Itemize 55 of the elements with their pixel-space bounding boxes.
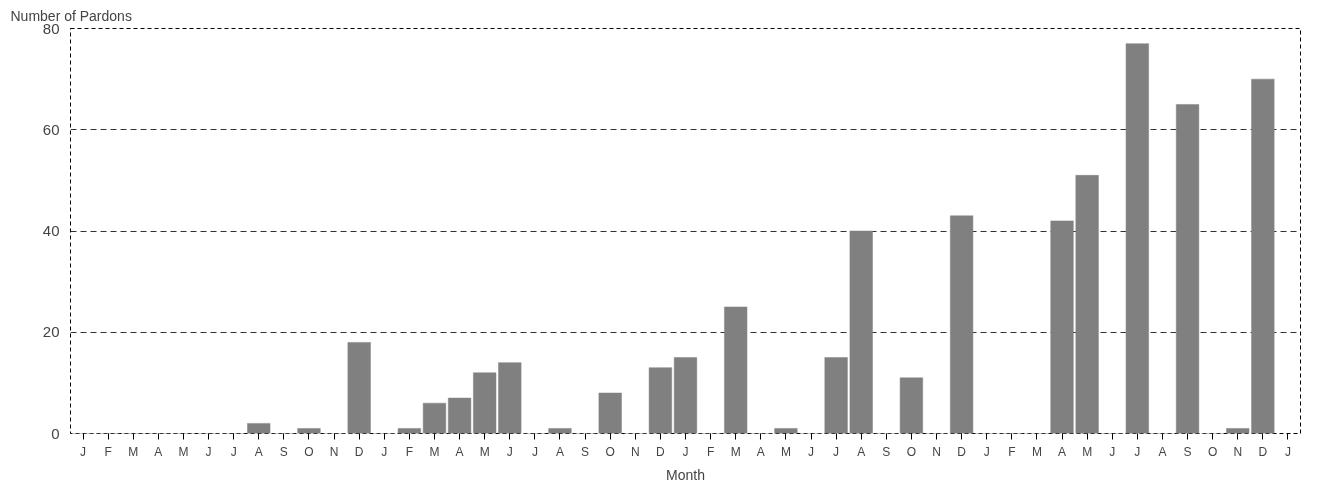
x-tick-label: A xyxy=(1058,444,1067,459)
x-tick-label: D xyxy=(656,444,666,459)
x-tick-label: N xyxy=(329,444,339,459)
x-tick-label: J xyxy=(682,444,689,459)
x-tick-label: M xyxy=(1031,444,1042,459)
x-tick-label: J xyxy=(833,444,840,459)
y-tick-label: 60 xyxy=(42,120,60,138)
x-tick-label: F xyxy=(104,444,112,459)
x-tick-label: M xyxy=(178,444,189,459)
x-tick-label: J xyxy=(205,444,212,459)
x-tick-label: A xyxy=(455,444,464,459)
x-tick-label: M xyxy=(780,444,791,459)
x-tick-label: A xyxy=(154,444,163,459)
x-tick-label: F xyxy=(706,444,715,459)
x-tick-label: S xyxy=(882,444,891,459)
x-tick-label: J xyxy=(1284,444,1291,459)
x-tick-label: D xyxy=(1258,444,1268,459)
x-tick-label: J xyxy=(1134,444,1141,459)
x-tick-label: M xyxy=(128,444,139,459)
x-tick-label: O xyxy=(906,444,917,459)
x-tick-label: F xyxy=(1008,444,1016,459)
x-tick-label: A xyxy=(555,444,564,459)
x-tick-label: D xyxy=(957,444,967,459)
x-tick-label: O xyxy=(304,444,314,459)
x-tick-label: A xyxy=(1158,444,1167,459)
x-tick-label: J xyxy=(983,444,990,459)
x-tick-label: S xyxy=(279,444,288,459)
y-tick-label: 20 xyxy=(42,323,60,341)
x-tick-label: J xyxy=(381,444,388,459)
x-tick-label: M xyxy=(1082,444,1093,459)
x-tick-label: A xyxy=(857,444,866,459)
x-tick-label: O xyxy=(605,444,615,459)
x-tick-label: N xyxy=(630,444,640,459)
x-tick-label: D xyxy=(354,444,364,459)
y-tick-label: 40 xyxy=(42,222,60,239)
x-tick-label: O xyxy=(1207,444,1218,459)
x-tick-label: N xyxy=(932,444,941,459)
x-tick-label: J xyxy=(808,444,815,459)
x-tick-label: J xyxy=(1109,444,1116,459)
x-axis-title: Month xyxy=(666,466,705,483)
x-tick-label: M xyxy=(479,444,490,459)
y-axis-title: Number of Pardons xyxy=(10,7,132,24)
x-tick-label: M xyxy=(429,444,440,459)
x-tick-label: S xyxy=(1183,444,1192,459)
x-tick-label: A xyxy=(254,444,263,459)
x-tick-label: S xyxy=(581,444,590,459)
x-tick-label: A xyxy=(756,444,765,459)
x-tick-label: N xyxy=(1233,444,1243,459)
x-tick-label: J xyxy=(230,444,237,459)
x-tick-label: J xyxy=(531,444,538,459)
x-tick-label: F xyxy=(405,444,414,459)
x-tick-label: J xyxy=(80,444,87,459)
x-tick-label: M xyxy=(730,444,741,459)
y-tick-label: 0 xyxy=(51,424,60,442)
x-tick-label: J xyxy=(506,444,513,459)
